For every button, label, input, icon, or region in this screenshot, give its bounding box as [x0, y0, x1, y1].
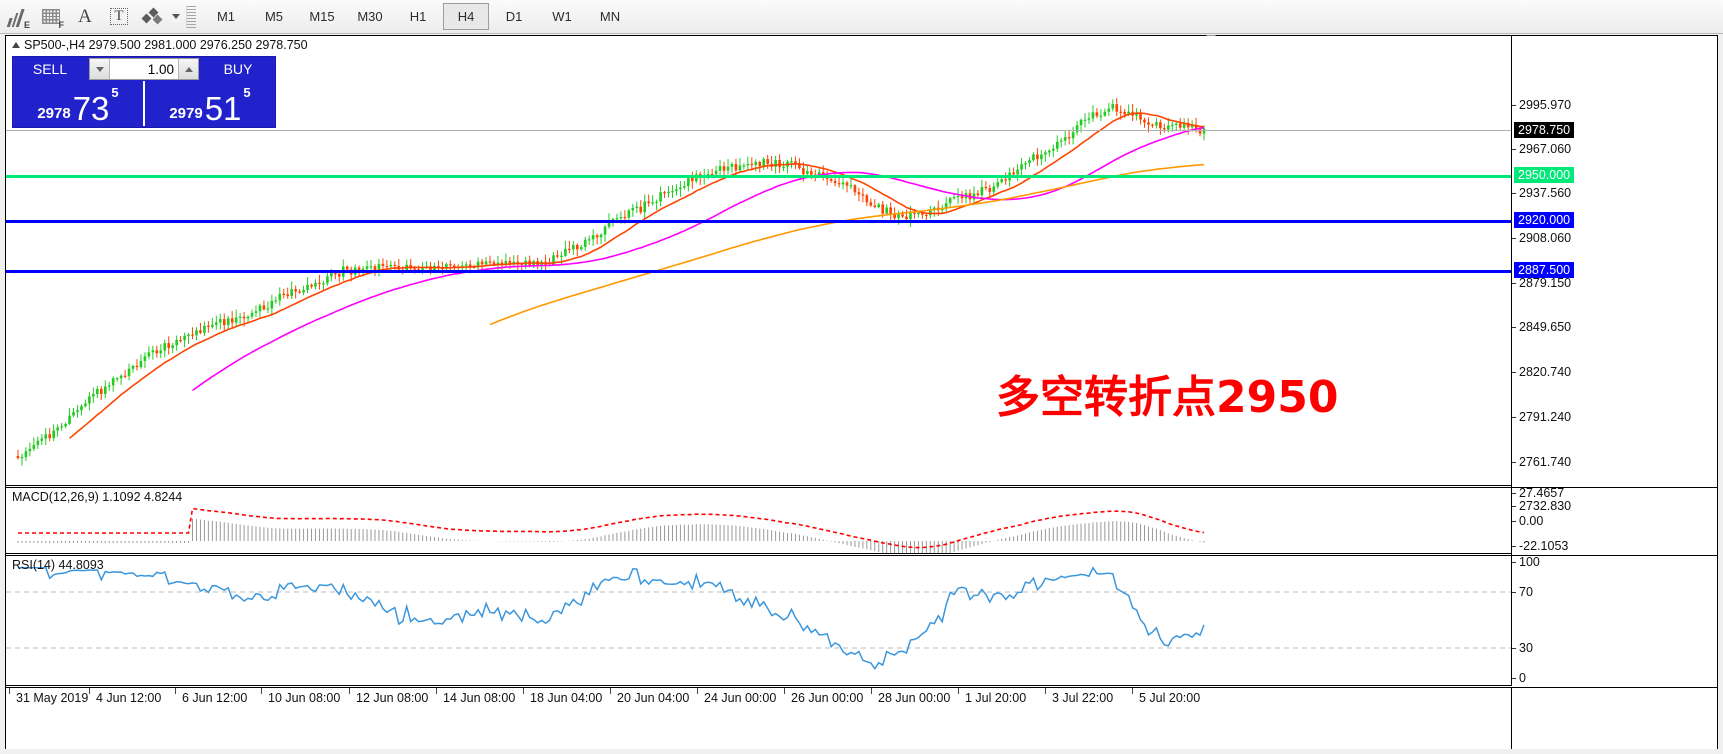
timeframe-m5[interactable]: M5 [264, 9, 284, 24]
time-tick: 28 Jun 00:00 [870, 688, 951, 705]
indicator-tick: 0.00 [1512, 514, 1543, 528]
time-tick: 24 Jun 00:00 [696, 688, 777, 705]
timeframe-m15[interactable]: M15 [309, 9, 335, 24]
objects-icon[interactable] [136, 2, 170, 32]
sell-price[interactable]: 2978 73 5 [13, 81, 145, 126]
one-click-trading-panel[interactable]: SELL 1.00 BUY 2978 73 5 2979 [12, 56, 276, 128]
timeframe-h4[interactable]: H4 [443, 3, 489, 30]
symbol-ohlc-label: SP500-,H4 2979.500 2981.000 2976.250 297… [12, 38, 308, 52]
price-tick: 2761.740 [1512, 455, 1571, 469]
price-tick: 2908.060 [1512, 231, 1571, 245]
sell-button[interactable]: SELL [32, 61, 68, 77]
sell-price-fraction: 5 [111, 85, 119, 100]
toolbar: E F A T M1 M5 M15 M30 H1 H4 D1 W1 MN [0, 0, 1723, 34]
buy-price-main: 51 [204, 90, 242, 127]
time-tick: 6 Jun 12:00 [174, 688, 248, 705]
buy-price[interactable]: 2979 51 5 [145, 81, 275, 126]
price-tick-highlight: 2920.000 [1514, 212, 1575, 228]
buy-price-fraction: 5 [243, 85, 251, 100]
sell-price-main: 73 [72, 90, 110, 127]
macd-plot [17, 507, 1205, 553]
time-tick: 14 Jun 08:00 [435, 688, 516, 705]
time-tick: 20 Jun 04:00 [609, 688, 690, 705]
timeframe-m30[interactable]: M30 [357, 9, 383, 24]
time-tick: 1 Jul 20:00 [957, 688, 1027, 705]
time-tick: 31 May 2019 [8, 688, 89, 705]
price-tick: 2879.150 [1512, 276, 1571, 290]
time-tick: 5 Jul 20:00 [1131, 688, 1201, 705]
volume-value[interactable]: 1.00 [147, 61, 174, 77]
chart-frame[interactable]: SP500-,H4 2979.500 2981.000 2976.250 297… [5, 35, 1718, 749]
price-level-line[interactable] [6, 270, 1511, 273]
indicator-tick: 30 [1512, 641, 1533, 655]
time-axis[interactable]: 31 May 2019 4 Jun 12:00 6 Jun 12:00 10 Jun … [6, 687, 1511, 749]
time-tick: 10 Jun 08:00 [260, 688, 341, 705]
grid-icon[interactable]: F [34, 2, 68, 32]
grid-icon-sub: F [58, 19, 65, 30]
price-level-line[interactable] [6, 130, 1511, 131]
buy-button[interactable]: BUY [223, 61, 253, 77]
macd-pane[interactable]: MACD(12,26,9) 1.1092 4.8244 [6, 487, 1511, 554]
timeframe-m1[interactable]: M1 [216, 9, 236, 24]
price-tick: 2967.060 [1512, 142, 1571, 156]
price-tick: 2791.240 [1512, 410, 1571, 424]
rsi-plot [6, 566, 1511, 671]
chevron-down-icon[interactable] [172, 14, 180, 19]
price-pane[interactable]: SP500-,H4 2979.500 2981.000 2976.250 297… [6, 36, 1511, 486]
time-tick: 18 Jun 04:00 [522, 688, 603, 705]
indicator-tick: 27.4657 [1512, 486, 1564, 500]
price-level-line[interactable] [6, 175, 1511, 178]
price-tick: 2995.970 [1512, 98, 1571, 112]
buy-price-prefix: 2979 [169, 105, 203, 122]
chart-annotation: 多空转折点2950 [996, 372, 1339, 423]
price-tick-highlight: 2887.500 [1514, 262, 1575, 278]
window-bottom-strip [0, 749, 1723, 754]
toolbar-divider [186, 5, 196, 28]
time-tick: 4 Jun 12:00 [88, 688, 162, 705]
price-tick-highlight: 2978.750 [1514, 122, 1575, 138]
price-tick: 2820.740 [1512, 365, 1571, 379]
bar-chart-icon-sub: E [23, 19, 30, 30]
volume-stepper[interactable]: 1.00 [89, 58, 199, 80]
indicator-tick: 100 [1512, 555, 1540, 569]
text-box-icon[interactable]: T [102, 2, 136, 32]
volume-decrease-button[interactable] [90, 59, 110, 79]
indicator-tick: 0 [1512, 671, 1526, 685]
text-label-icon[interactable]: A [78, 5, 92, 27]
timeframe-d1[interactable]: D1 [505, 9, 523, 24]
price-tick: 2849.650 [1512, 320, 1571, 334]
rsi-label: RSI(14) 44.8093 [12, 558, 104, 572]
price-tick: 2937.560 [1512, 186, 1571, 200]
price-tick: 2732.830 [1512, 499, 1571, 513]
axis-corner [1511, 687, 1717, 749]
price-level-line[interactable] [6, 220, 1511, 223]
rsi-pane[interactable]: RSI(14) 44.8093 [6, 555, 1511, 686]
collapse-triangle-icon[interactable] [12, 42, 20, 48]
time-tick: 12 Jun 08:00 [348, 688, 429, 705]
bar-chart-icon[interactable]: E [0, 2, 34, 32]
price-tick-highlight: 2950.000 [1514, 167, 1575, 183]
timeframe-mn[interactable]: MN [599, 9, 621, 24]
price-axis[interactable]: 2995.970 2978.750 2967.060 2950.000 2937.560… [1511, 36, 1718, 686]
time-tick: 3 Jul 22:00 [1044, 688, 1114, 705]
indicator-tick: 70 [1512, 585, 1533, 599]
volume-increase-button[interactable] [178, 59, 198, 79]
time-tick: 26 Jun 00:00 [783, 688, 864, 705]
timeframe-h1[interactable]: H1 [409, 9, 427, 24]
timeframe-w1[interactable]: W1 [552, 9, 572, 24]
sell-price-prefix: 2978 [37, 105, 71, 122]
macd-label: MACD(12,26,9) 1.1092 4.8244 [12, 490, 183, 504]
indicator-tick: -22.1053 [1512, 539, 1568, 553]
